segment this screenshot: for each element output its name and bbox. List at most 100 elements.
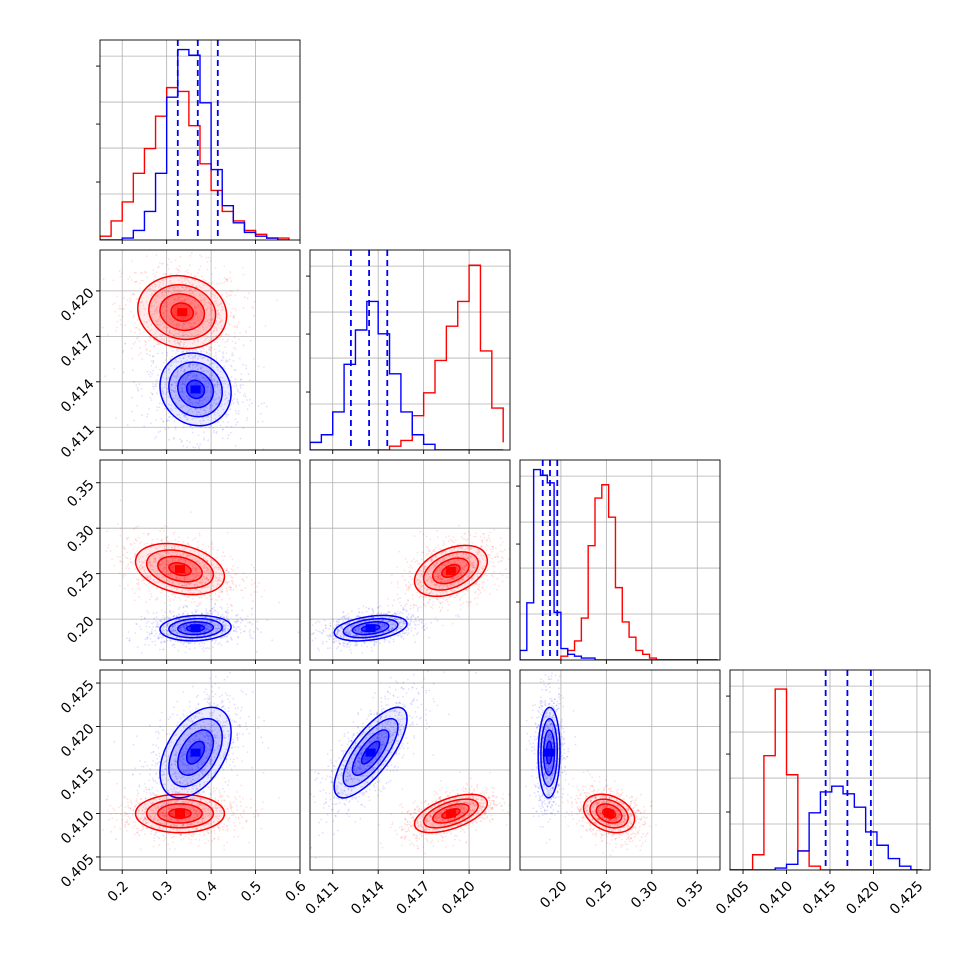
scatter-point — [194, 647, 196, 649]
scatter-point — [203, 437, 205, 439]
scatter-point — [236, 327, 238, 329]
scatter-point — [156, 406, 158, 408]
scatter-point — [144, 617, 146, 619]
scatter-point — [155, 419, 157, 421]
scatter-point — [133, 343, 135, 345]
scatter-point — [134, 342, 136, 344]
scatter-point — [168, 617, 170, 619]
scatter-point — [197, 339, 199, 341]
hist-panel-0 — [96, 40, 300, 240]
scatter-point — [250, 340, 252, 342]
scatter-point — [496, 578, 498, 580]
scatter-point — [411, 578, 413, 580]
scatter-point — [407, 600, 409, 602]
scatter-point — [124, 343, 126, 345]
scatter-point — [230, 568, 232, 570]
scatter-point — [137, 319, 139, 321]
scatter-point — [159, 634, 161, 636]
scatter-point — [190, 511, 192, 513]
scatter-point — [447, 609, 449, 611]
scatter-point — [221, 282, 223, 284]
scatter-point — [332, 632, 334, 634]
scatter-point — [397, 598, 399, 600]
scatter-point — [414, 535, 416, 537]
scatter-point — [256, 651, 258, 653]
scatter-point — [187, 269, 189, 271]
scatter-point — [266, 620, 268, 622]
scatter-point — [222, 428, 224, 430]
scatter-point — [225, 333, 227, 335]
scatter-point — [493, 529, 495, 531]
scatter-point — [78, 516, 80, 518]
scatter-point — [238, 413, 240, 415]
scatter-point — [225, 292, 227, 294]
scatter-point — [436, 598, 438, 600]
scatter-point — [461, 536, 463, 538]
scatter-point — [408, 567, 410, 569]
scatter-point — [489, 593, 491, 595]
scatter-point — [213, 606, 215, 608]
scatter-point — [183, 607, 185, 609]
scatter-point — [402, 575, 404, 577]
scatter-point — [128, 631, 130, 633]
scatter-point — [244, 625, 246, 627]
scatter-point — [237, 643, 239, 645]
scatter-point — [489, 561, 491, 563]
hist-red-series — [100, 88, 289, 240]
scatter-point — [371, 647, 373, 649]
scatter-point — [134, 332, 136, 334]
scatter-point — [475, 536, 477, 538]
scatter-point — [466, 601, 468, 603]
scatter-point — [251, 584, 253, 586]
scatter-point — [448, 604, 450, 606]
scatter-point — [448, 540, 450, 542]
scatter-point — [432, 604, 434, 606]
scatter-point — [496, 589, 498, 591]
scatter-point — [226, 296, 228, 298]
scatter-point — [492, 576, 494, 578]
scatter-point — [191, 252, 193, 254]
scatter-point — [191, 602, 193, 604]
scatter-point — [237, 614, 239, 616]
scatter-point — [137, 387, 139, 389]
scatter-point — [439, 549, 441, 551]
scatter-point — [195, 537, 197, 539]
hist-panel-1 — [306, 250, 510, 450]
scatter-point — [447, 597, 449, 599]
scatter-point — [130, 543, 132, 545]
scatter-point — [232, 400, 234, 402]
scatter-point — [229, 409, 231, 411]
scatter-point — [224, 368, 226, 370]
scatter-point — [233, 626, 235, 628]
scatter-point — [162, 615, 164, 617]
scatter-point — [436, 530, 438, 532]
scatter-point — [159, 262, 161, 264]
scatter-point — [226, 618, 228, 620]
scatter-point — [226, 591, 228, 593]
scatter-point — [234, 337, 236, 339]
scatter-point — [485, 547, 487, 549]
scatter-point — [230, 604, 232, 606]
scatter-point — [232, 582, 234, 584]
scatter-point — [249, 326, 251, 328]
scatter-point — [218, 345, 220, 347]
scatter-point — [169, 611, 171, 613]
density-peak-blue — [191, 624, 201, 632]
scatter-point — [412, 583, 414, 585]
scatter-point — [266, 406, 268, 408]
scatter-point — [122, 352, 124, 354]
scatter-point — [484, 537, 486, 539]
scatter-point — [138, 537, 140, 539]
scatter-point — [168, 427, 170, 429]
scatter-point — [119, 315, 121, 317]
scatter-point — [161, 418, 163, 420]
scatter-point — [230, 432, 232, 434]
scatter-point — [396, 566, 398, 568]
scatter-point — [226, 294, 228, 296]
scatter-point — [179, 438, 181, 440]
scatter-point — [211, 613, 213, 615]
scatter-point — [399, 602, 401, 604]
scatter-point — [175, 429, 177, 431]
scatter-point — [464, 538, 466, 540]
scatter-point — [244, 296, 246, 298]
